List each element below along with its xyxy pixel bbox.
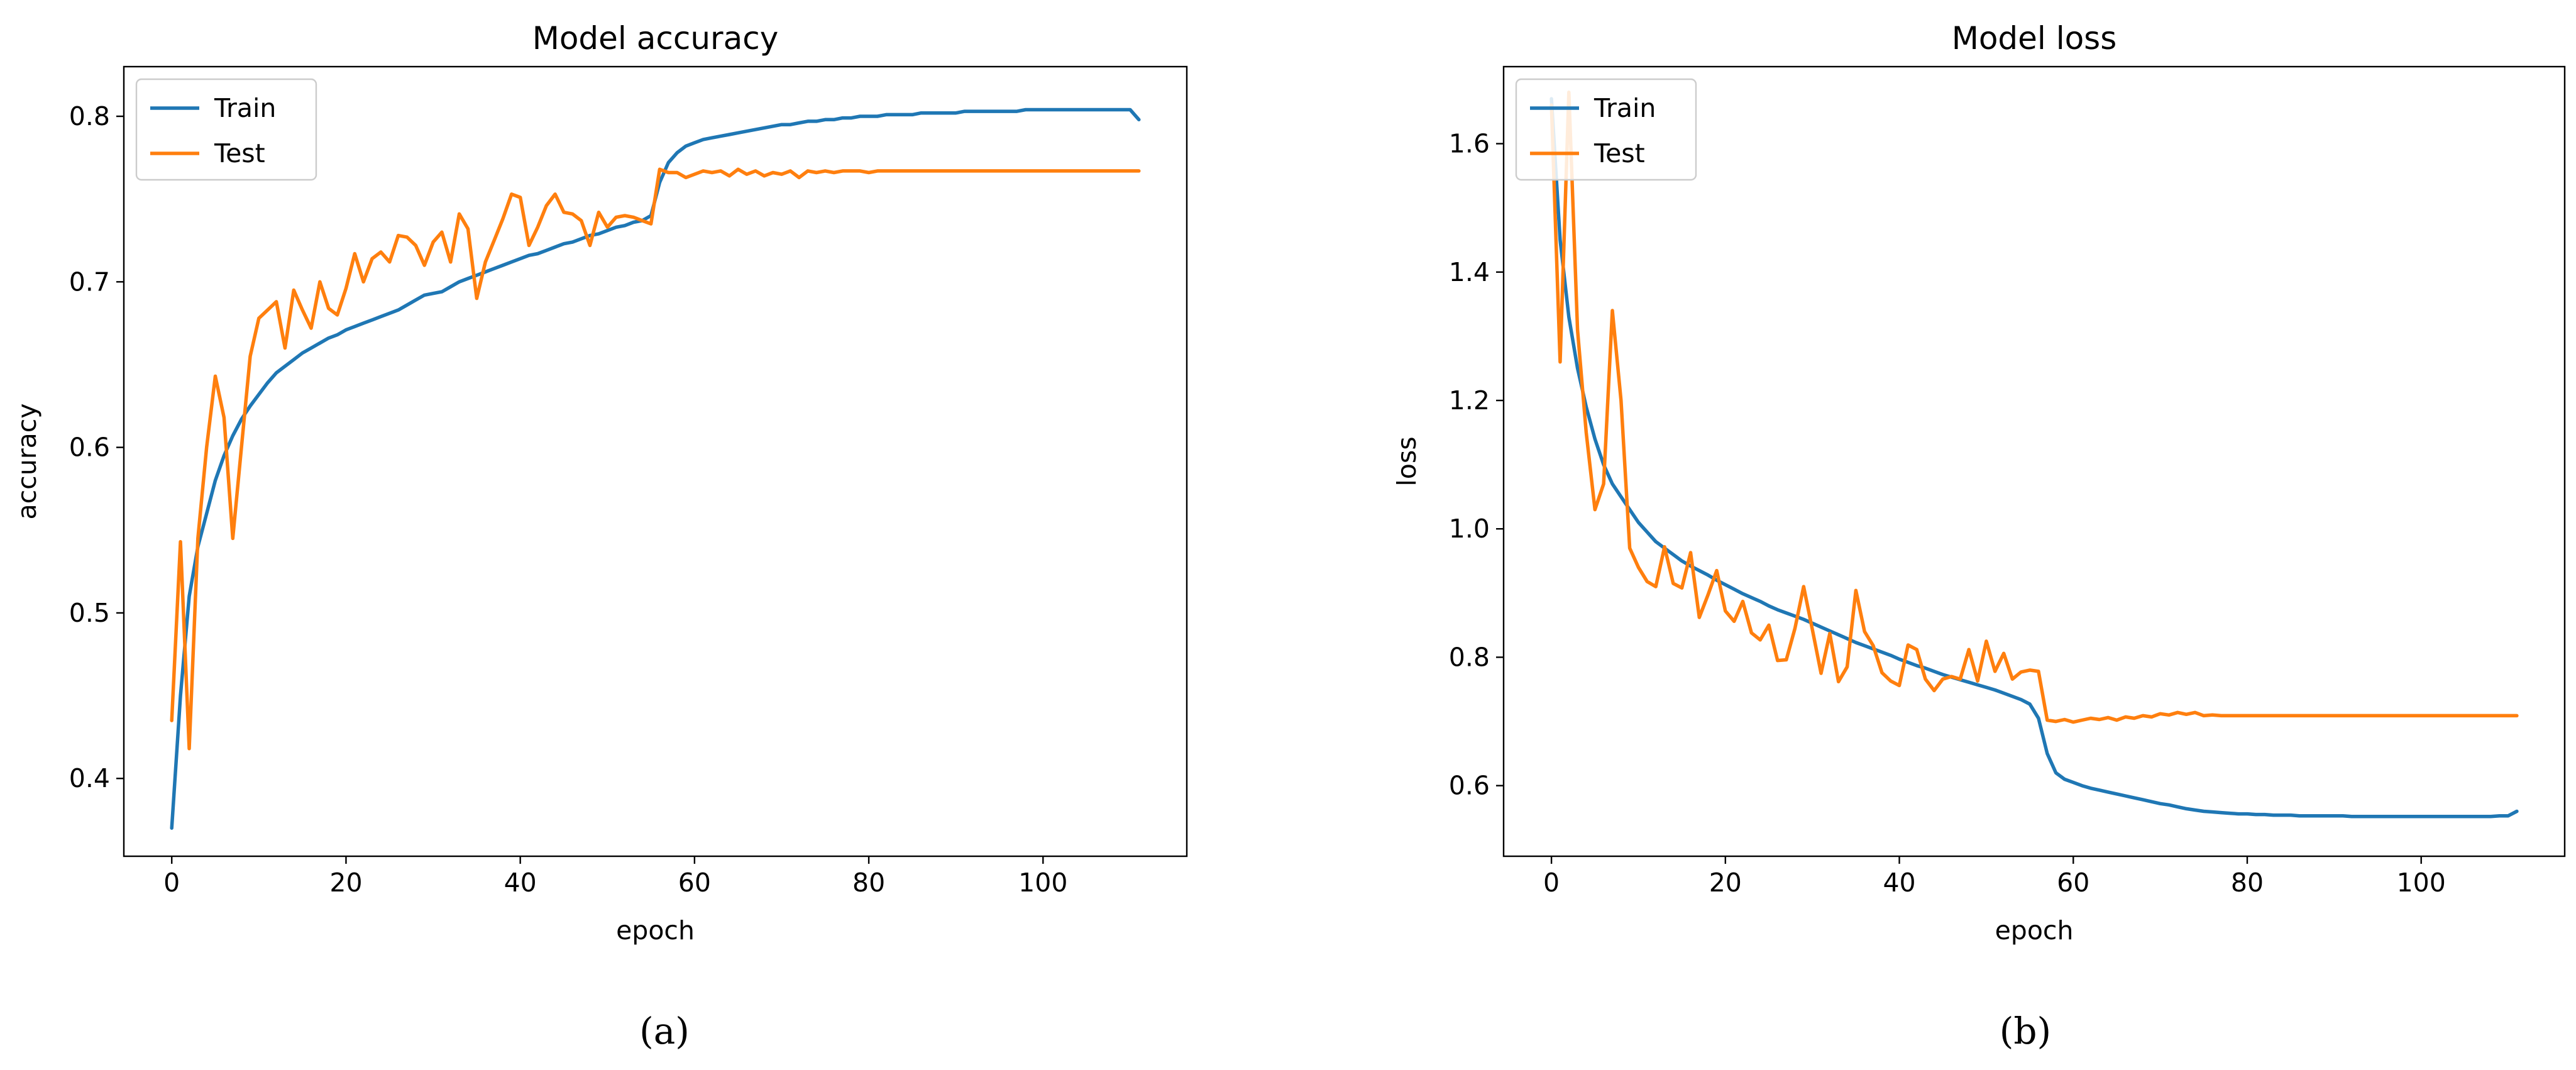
x-tick-label: 80: [2231, 868, 2264, 898]
x-tick-label: 20: [1709, 868, 1742, 898]
x-tick-label: 60: [678, 868, 711, 898]
x-tick-label: 40: [1883, 868, 1915, 898]
accuracy-chart: 0 20 40 60 80 100 0.4 0.5 0.6 0.7 0.8 Model accurac…: [12, 20, 1188, 946]
y-tick-label: 1.6: [1449, 129, 1490, 159]
x-tick-label: 40: [504, 868, 537, 898]
legend-label-test: Test: [214, 138, 265, 168]
y-tick-label: 0.8: [1449, 642, 1490, 672]
x-tick-label: 20: [329, 868, 362, 898]
y-tick-label: 1.4: [1449, 257, 1490, 287]
legend: Train Test: [135, 78, 317, 181]
y-tick-label: 0.5: [69, 598, 110, 628]
y-tick-label: 0.8: [69, 101, 110, 131]
y-axis-label: loss: [1392, 436, 1422, 486]
x-axis-label: epoch: [616, 915, 695, 946]
series-line-train: [1549, 97, 2519, 819]
x-tick-label: 100: [2397, 868, 2446, 898]
y-tick-label: 0.4: [69, 763, 110, 793]
x-axis-label: epoch: [1995, 915, 2074, 946]
chart-title: Model loss: [1952, 20, 2117, 57]
axes-frame: [1502, 65, 2566, 858]
legend: Train Test: [1515, 78, 1697, 181]
panel-label-a: (a): [639, 1010, 690, 1052]
series-line-test: [1549, 91, 2519, 724]
y-tick-label: 1.2: [1449, 385, 1490, 416]
y-axis-label: accuracy: [12, 404, 42, 520]
panel-label-b: (b): [2000, 1010, 2051, 1052]
x-tick-label: 100: [1018, 868, 1067, 898]
legend-label-test: Test: [1593, 138, 1645, 168]
x-tick-label: 60: [2057, 868, 2089, 898]
y-tick-label: 0.6: [1449, 771, 1490, 801]
x-tick-label: 80: [852, 868, 885, 898]
chart-title: Model accuracy: [532, 20, 779, 57]
legend-label-train: Train: [1593, 93, 1656, 123]
series-line-test: [170, 167, 1141, 751]
legend-label-train: Train: [214, 93, 276, 123]
y-tick-label: 0.7: [69, 267, 110, 297]
y-tick-label: 1.0: [1449, 514, 1490, 544]
y-tick-label: 0.6: [69, 433, 110, 463]
loss-chart: 0 20 40 60 80 100 0.6 0.8 1.0 1.2 1.4 1.6 Model loss…: [1392, 20, 2566, 946]
x-tick-label: 0: [163, 868, 180, 898]
axes-frame: [123, 65, 1188, 858]
x-tick-label: 0: [1543, 868, 1560, 898]
